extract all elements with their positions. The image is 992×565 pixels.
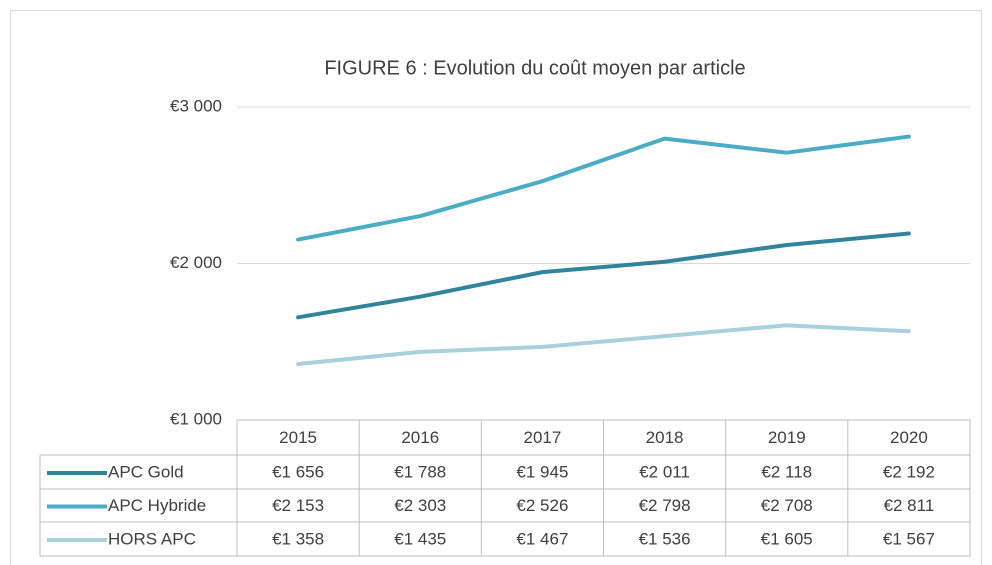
legend-label: HORS APC bbox=[108, 529, 196, 548]
x-tick-label: 2020 bbox=[890, 428, 928, 447]
table-value: €1 536 bbox=[639, 529, 691, 548]
x-tick-label: 2018 bbox=[646, 428, 684, 447]
x-tick-label: 2015 bbox=[279, 428, 317, 447]
legend-label: APC Gold bbox=[108, 462, 184, 481]
chart-border bbox=[10, 10, 982, 565]
y-tick-label: €1 000 bbox=[170, 409, 222, 428]
table-value: €2 798 bbox=[639, 496, 691, 515]
y-tick-label: €2 000 bbox=[170, 253, 222, 272]
table-value: €1 435 bbox=[394, 529, 446, 548]
series-line bbox=[296, 134, 911, 242]
table-value: €2 011 bbox=[639, 462, 690, 481]
chart-title: FIGURE 6 : Evolution du coût moyen par a… bbox=[324, 57, 745, 79]
table-value: €1 467 bbox=[516, 529, 568, 548]
table-value: €1 788 bbox=[394, 462, 446, 481]
table-value: €2 526 bbox=[516, 496, 568, 515]
legend-label: APC Hybride bbox=[108, 496, 206, 515]
table-value: €2 303 bbox=[394, 496, 446, 515]
table-value: €2 811 bbox=[884, 496, 935, 515]
series-line bbox=[296, 323, 911, 366]
table-value: €1 567 bbox=[883, 529, 935, 548]
y-tick-label: €3 000 bbox=[170, 96, 222, 115]
table-value: €2 118 bbox=[761, 462, 812, 481]
x-tick-label: 2016 bbox=[401, 428, 439, 447]
table-value: €2 708 bbox=[761, 496, 813, 515]
series-line bbox=[296, 231, 911, 320]
table-value: €2 192 bbox=[883, 462, 935, 481]
x-tick-label: 2019 bbox=[768, 428, 806, 447]
x-tick-label: 2017 bbox=[524, 428, 562, 447]
table-value: €1 945 bbox=[516, 462, 568, 481]
table-value: €1 656 bbox=[272, 462, 324, 481]
table-value: €1 358 bbox=[272, 529, 324, 548]
table-value: €1 605 bbox=[761, 529, 813, 548]
table-value: €2 153 bbox=[272, 496, 324, 515]
